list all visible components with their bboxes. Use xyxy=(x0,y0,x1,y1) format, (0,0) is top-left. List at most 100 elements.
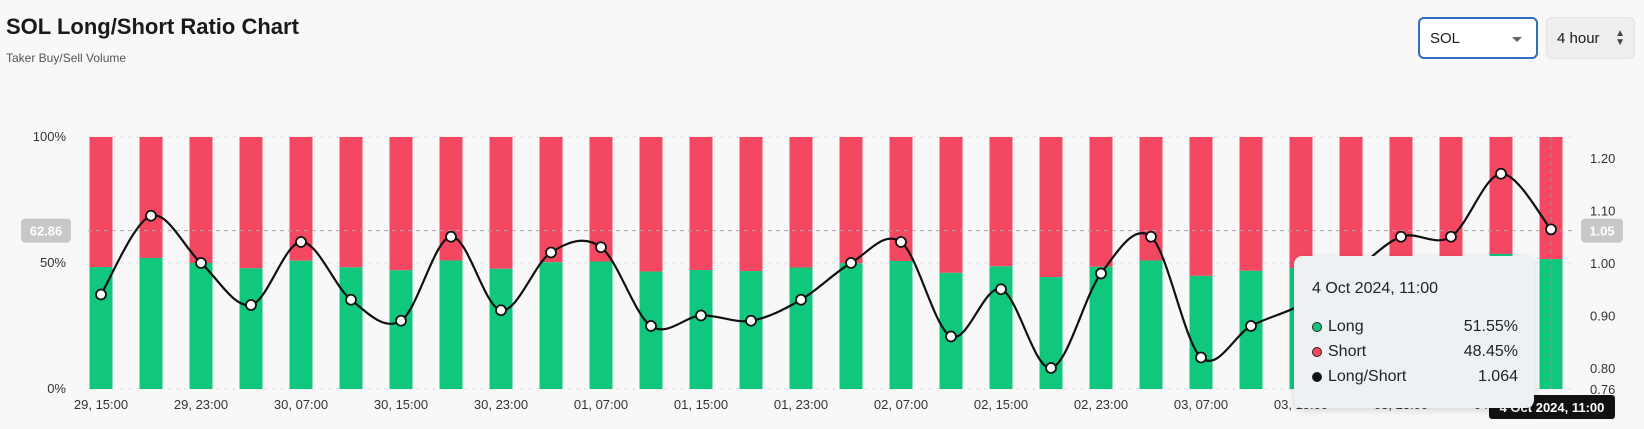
short-bar xyxy=(1189,137,1213,276)
x-tick-label: 30, 15:00 xyxy=(374,397,428,412)
long-bar xyxy=(989,266,1013,389)
short-bar xyxy=(89,137,113,268)
long-bar xyxy=(439,260,463,389)
symbol-select-value: SOL xyxy=(1430,30,1461,47)
ratio-point xyxy=(145,209,157,222)
x-tick-label: 01, 23:00 xyxy=(774,397,828,412)
x-tick-label: 30, 23:00 xyxy=(474,397,528,412)
short-bar xyxy=(339,137,363,268)
short-bar xyxy=(289,137,313,261)
y-right-tick-label: 1.20 xyxy=(1590,151,1615,166)
ratio-point xyxy=(1145,230,1157,243)
short-bar xyxy=(939,137,963,273)
short-bar xyxy=(989,137,1013,267)
short-bar xyxy=(1439,137,1463,258)
y-left-tick-label: 100% xyxy=(33,129,67,144)
x-tick-label: 29, 23:00 xyxy=(174,397,228,412)
x-tick-label: 29, 15:00 xyxy=(74,397,128,412)
long-bar xyxy=(589,261,613,389)
tooltip-value: 51.55% xyxy=(1463,318,1518,335)
interval-select-value: 4 hour xyxy=(1557,30,1600,47)
tooltip-value: 48.45% xyxy=(1463,343,1518,360)
right-axis-ticks: 0.76 0.80 0.90 1.00 1.10 1.20 xyxy=(1590,151,1615,397)
long-bar xyxy=(189,263,213,389)
ratio-point xyxy=(1245,320,1257,332)
tooltip-label: Long/Short xyxy=(1328,368,1407,385)
short-bar xyxy=(789,137,813,268)
left-crosshair-badge xyxy=(21,218,71,243)
long-bar xyxy=(1089,266,1113,389)
short-bar xyxy=(1489,137,1513,254)
ratio-point xyxy=(445,230,457,243)
short-bar xyxy=(1389,137,1413,258)
ratio-point xyxy=(1495,167,1507,180)
ratio-point xyxy=(995,283,1007,296)
tooltip-row-long: Long 51.55% xyxy=(1312,318,1518,338)
x-tick-label: 03, 07:00 xyxy=(1174,397,1228,412)
ratio-point xyxy=(595,241,607,254)
ratio-point xyxy=(395,314,407,327)
chart-tooltip: 4 Oct 2024, 11:00 Long 51.55% Short 48.4… xyxy=(1294,256,1534,408)
ratio-point xyxy=(645,320,657,332)
up-down-arrows-icon: ▲ ▼ xyxy=(1615,28,1625,48)
long-bar xyxy=(889,260,913,389)
interval-select[interactable]: 4 hour ▲ ▼ xyxy=(1546,17,1635,59)
ratio-point xyxy=(1195,351,1207,364)
short-bar xyxy=(1139,137,1163,261)
short-bar xyxy=(1289,137,1313,269)
ratio-point xyxy=(495,304,507,317)
short-bar xyxy=(439,137,463,261)
ratio-point xyxy=(1395,230,1407,243)
x-tick-label: 02, 07:00 xyxy=(874,397,928,412)
short-bar xyxy=(839,137,863,264)
ratio-points xyxy=(95,167,1557,374)
short-bar xyxy=(239,137,263,269)
ratio-point xyxy=(345,293,357,306)
long-bar xyxy=(339,267,363,389)
x-tick-label: 01, 15:00 xyxy=(674,397,728,412)
ratio-point xyxy=(695,309,707,322)
long-bar xyxy=(739,271,763,389)
ratio-point xyxy=(845,257,857,269)
ratio-point xyxy=(945,330,957,343)
short-bar xyxy=(489,137,513,269)
short-bar xyxy=(539,137,563,263)
y-right-tick-label: 1.10 xyxy=(1590,204,1615,219)
y-right-tick-label: 1.00 xyxy=(1590,256,1615,271)
ratio-point xyxy=(895,236,907,248)
ratio-point xyxy=(295,236,307,248)
chevron-down-icon xyxy=(1512,37,1522,42)
short-dot-icon xyxy=(1312,347,1322,357)
long-bar xyxy=(839,263,863,389)
ratio-point xyxy=(1445,230,1457,243)
page-title: SOL Long/Short Ratio Chart xyxy=(6,14,299,39)
ratio-point xyxy=(1095,267,1107,280)
y-left-tick-label: 0% xyxy=(47,381,66,396)
short-bar xyxy=(389,137,413,271)
long-bar xyxy=(789,267,813,389)
y-right-tick-label: 0.76 xyxy=(1590,382,1615,397)
long-bar xyxy=(489,268,513,389)
long-bar xyxy=(139,257,163,389)
tooltip-label: Short xyxy=(1328,343,1367,360)
long-bar xyxy=(1189,275,1213,389)
long-bar xyxy=(289,260,313,389)
ratio-point xyxy=(545,246,557,259)
ratio-point xyxy=(195,257,207,269)
page-subtitle: Taker Buy/Sell Volume xyxy=(6,51,127,65)
long-bar xyxy=(239,268,263,389)
symbol-select[interactable]: SOL xyxy=(1418,17,1538,59)
long-bar xyxy=(89,267,113,389)
ratio-point xyxy=(1545,223,1557,236)
long-bar xyxy=(689,270,713,389)
short-bar xyxy=(1239,137,1263,271)
ratio-point xyxy=(795,293,807,306)
long-bar xyxy=(1039,277,1063,389)
left-axis-ticks: 0% 50% 100% xyxy=(33,129,67,396)
long-bar xyxy=(1139,260,1163,389)
tooltip-date: 4 Oct 2024, 11:00 xyxy=(1312,280,1439,297)
x-tick-label: 30, 07:00 xyxy=(274,397,328,412)
ratio-point xyxy=(95,288,107,301)
short-bar xyxy=(1039,137,1063,278)
short-bar xyxy=(739,137,763,272)
